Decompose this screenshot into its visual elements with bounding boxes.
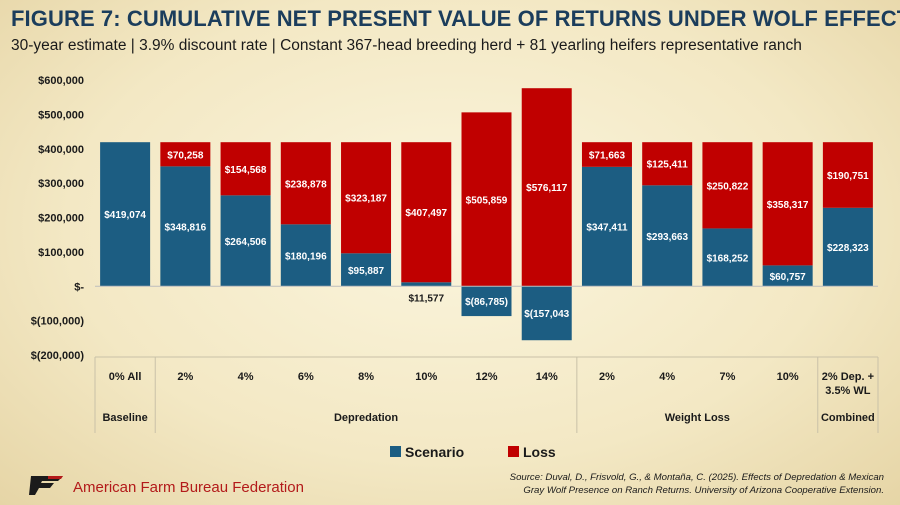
loss-data-label: $250,822 xyxy=(707,181,749,192)
scenario-bar xyxy=(280,224,331,287)
scenario-data-label: $293,663 xyxy=(646,232,688,243)
category-label: 10% xyxy=(415,371,437,383)
y-tick-label: $200,000 xyxy=(38,213,84,225)
y-tick-label: $(100,000) xyxy=(31,316,85,328)
category-label: 10% xyxy=(777,371,799,383)
group-label: Combined xyxy=(821,412,875,424)
source-note: Source: Duval, D., Frisvold, G., & Monta… xyxy=(444,471,884,497)
loss-bar xyxy=(581,142,632,167)
legend-label-loss: Loss xyxy=(523,444,556,460)
loss-data-label: $190,751 xyxy=(827,171,869,182)
org-name: American Farm Bureau Federation xyxy=(73,479,304,496)
scenario-bar xyxy=(160,166,211,287)
loss-bar xyxy=(280,142,331,225)
scenario-bar xyxy=(702,228,753,287)
afbf-logo-icon xyxy=(29,476,63,495)
scenario-data-label: $(157,043 xyxy=(524,309,569,320)
loss-data-label: $238,878 xyxy=(285,179,327,190)
legend-label-scenario: Scenario xyxy=(405,444,464,460)
scenario-bar xyxy=(220,195,271,287)
scenario-bar xyxy=(401,282,452,287)
loss-data-label: $70,258 xyxy=(167,150,204,161)
scenario-bar xyxy=(581,166,632,287)
y-tick-label: $(200,000) xyxy=(31,350,85,362)
chart-subtitle: 30-year estimate | 3.9% discount rate | … xyxy=(11,37,802,54)
scenario-data-label: $228,323 xyxy=(827,243,869,254)
category-label: 6% xyxy=(298,371,314,383)
loss-data-label: $358,317 xyxy=(767,200,809,211)
loss-data-label: $71,663 xyxy=(589,151,626,162)
scenario-bar xyxy=(341,253,392,287)
legend-swatch-scenario xyxy=(390,446,401,457)
category-label: 2% xyxy=(177,371,193,383)
scenario-data-label: $264,506 xyxy=(225,237,267,248)
scenario-bar xyxy=(100,142,151,287)
scenario-data-label: $95,887 xyxy=(348,266,385,277)
loss-data-label: $576,117 xyxy=(526,183,568,194)
loss-bar xyxy=(401,142,452,283)
loss-bar xyxy=(220,142,271,196)
y-tick-label: $500,000 xyxy=(38,109,84,121)
group-label: Baseline xyxy=(102,412,147,424)
loss-bar xyxy=(461,112,512,287)
y-tick-label: $100,000 xyxy=(38,247,84,259)
category-label: 8% xyxy=(358,371,374,383)
loss-bar xyxy=(521,88,572,287)
loss-data-label: $407,497 xyxy=(405,208,447,219)
scenario-bar xyxy=(461,286,512,317)
loss-bar xyxy=(642,142,693,186)
category-label: 3.5% WL xyxy=(825,385,871,397)
loss-bar xyxy=(160,142,211,167)
y-tick-label: $600,000 xyxy=(38,75,84,87)
category-label: 4% xyxy=(659,371,675,383)
scenario-bar xyxy=(521,286,572,341)
category-label: 14% xyxy=(536,371,558,383)
category-label: 2% Dep. + xyxy=(822,371,874,383)
category-label: 12% xyxy=(475,371,497,383)
scenario-bar xyxy=(642,185,693,287)
scenario-data-label: $11,577 xyxy=(408,293,444,304)
scenario-data-label: $(86,785) xyxy=(465,297,508,308)
scenario-data-label: $347,411 xyxy=(586,223,628,234)
loss-data-label: $505,859 xyxy=(466,195,508,206)
y-tick-label: $- xyxy=(74,281,84,293)
category-label: 0% All xyxy=(109,371,142,383)
legend-swatch-loss xyxy=(508,446,519,457)
scenario-bar xyxy=(762,265,813,287)
scenario-data-label: $419,074 xyxy=(104,210,146,221)
loss-data-label: $323,187 xyxy=(345,194,387,205)
category-label: 7% xyxy=(719,371,735,383)
scenario-data-label: $180,196 xyxy=(285,251,327,262)
source-line-2: Gray Wolf Presence on Ranch Returns. Uni… xyxy=(523,485,884,496)
source-line-1: Source: Duval, D., Frisvold, G., & Monta… xyxy=(509,472,884,483)
category-label: 2% xyxy=(599,371,615,383)
group-label: Depredation xyxy=(334,412,398,424)
loss-data-label: $125,411 xyxy=(647,160,689,171)
scenario-data-label: $168,252 xyxy=(707,253,749,264)
group-label: Weight Loss xyxy=(665,412,730,424)
loss-bar xyxy=(702,142,753,229)
category-label: 4% xyxy=(238,371,254,383)
scenario-data-label: $60,757 xyxy=(770,272,807,283)
y-tick-label: $300,000 xyxy=(38,178,84,190)
loss-data-label: $154,568 xyxy=(225,165,267,176)
loss-bar xyxy=(762,142,813,266)
loss-bar xyxy=(822,142,873,208)
loss-bar xyxy=(341,142,392,254)
scenario-bar xyxy=(822,207,873,287)
scenario-data-label: $348,816 xyxy=(164,222,206,233)
y-tick-label: $400,000 xyxy=(38,144,84,156)
chart-title: FIGURE 7: CUMULATIVE NET PRESENT VALUE O… xyxy=(11,6,900,31)
